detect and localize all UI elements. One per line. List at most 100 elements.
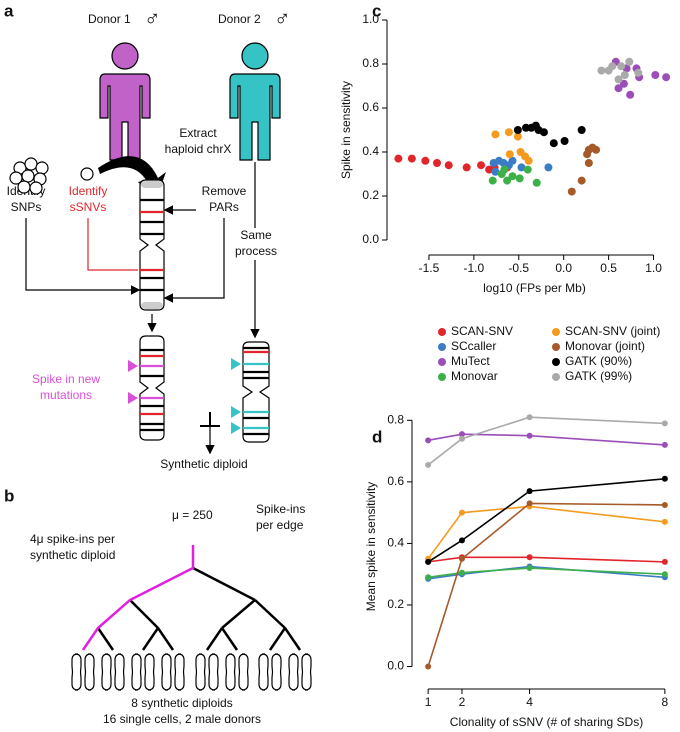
panel-label: b — [4, 486, 14, 505]
step-label: SNPs — [11, 200, 42, 214]
leaf-chromosomes — [71, 653, 312, 691]
point — [661, 571, 668, 578]
legend-label: GATK (99%) — [565, 369, 632, 383]
chromosomes — [128, 179, 270, 443]
tree-label: μ = 250 — [172, 508, 213, 522]
point — [526, 488, 533, 495]
x-tick-label: 0.5 — [600, 261, 617, 275]
chromosome — [101, 653, 112, 691]
step-label: PARs — [209, 200, 239, 214]
point — [526, 500, 533, 507]
point — [504, 128, 513, 137]
point — [651, 71, 660, 79]
chromosome — [288, 653, 299, 691]
point — [531, 121, 540, 130]
x-tick-label: 0.0 — [555, 261, 572, 275]
donor-label: Donor 2 — [218, 12, 261, 26]
point — [433, 159, 442, 167]
chromosome — [144, 653, 155, 691]
point — [513, 132, 522, 141]
line — [427, 477, 665, 563]
y-tick-label: 0.2 — [387, 597, 404, 611]
point — [503, 176, 512, 185]
point — [583, 150, 592, 159]
donor-label: Donor 1 — [88, 12, 131, 26]
step-label: Same — [240, 228, 272, 242]
legend-marker — [438, 343, 446, 351]
x-tick-label: -1.0 — [464, 261, 485, 275]
legend-marker — [552, 358, 560, 366]
point — [662, 73, 671, 82]
legend-marker — [438, 358, 446, 366]
tree-label: per edge — [256, 518, 304, 532]
point — [425, 663, 432, 670]
step-label: Extract — [179, 126, 217, 140]
tree-label: Spike-ins — [256, 502, 305, 516]
point — [444, 161, 453, 170]
y-tick-label: 0.6 — [387, 474, 404, 488]
legend-marker — [438, 328, 446, 336]
point — [614, 84, 623, 93]
x-tick-label: 8 — [662, 695, 669, 709]
legend-label: SCAN-SNV — [451, 324, 513, 338]
point — [500, 165, 509, 174]
chromosome — [84, 653, 95, 691]
donor-icon — [229, 42, 281, 161]
line — [428, 433, 665, 446]
step-label: Spike in new — [32, 372, 100, 386]
y-tick-label: 0.4 — [362, 144, 379, 158]
point — [560, 137, 569, 145]
line — [427, 505, 665, 560]
point — [458, 509, 465, 516]
point — [526, 414, 533, 421]
point — [505, 150, 514, 159]
x-tick-label: 4 — [526, 695, 533, 709]
spike-marker — [231, 358, 241, 370]
point — [523, 165, 532, 174]
x-tick-label: 1.0 — [645, 261, 662, 275]
chromosome — [225, 653, 236, 691]
spike-marker — [231, 422, 241, 434]
legend-label: MuTect — [451, 354, 490, 368]
y-axis-title: Spike in sensitivity — [339, 81, 353, 179]
tree-caption: 8 synthetic diploids — [131, 696, 232, 710]
point — [458, 435, 465, 442]
point — [634, 68, 643, 77]
point — [477, 161, 486, 170]
tree — [81, 545, 302, 651]
point — [608, 62, 617, 71]
y-tick-label: 1.0 — [362, 12, 379, 26]
point — [458, 555, 465, 562]
point — [620, 71, 629, 79]
legend-label: GATK (90%) — [565, 354, 632, 368]
point — [407, 154, 416, 163]
line — [427, 502, 665, 667]
point — [614, 75, 623, 84]
connector — [87, 218, 138, 271]
legend-label: Monovar (joint) — [565, 339, 645, 353]
point — [517, 163, 526, 172]
step-label: haploid chrX — [165, 142, 232, 156]
line — [427, 416, 665, 466]
connector — [25, 162, 260, 455]
chromosome — [174, 653, 185, 691]
y-tick-label: 0.4 — [387, 536, 404, 550]
point — [577, 176, 586, 185]
point — [526, 432, 533, 439]
point — [592, 145, 601, 154]
male-symbol: ♂ — [144, 6, 161, 31]
x-tick-label: -1.5 — [419, 261, 440, 275]
panel-label: c — [372, 1, 381, 20]
point — [521, 152, 530, 161]
x-tick-label: 2 — [459, 695, 466, 709]
chromosome — [114, 653, 125, 691]
chromosome — [238, 653, 249, 691]
step-label: sSNVs — [70, 200, 107, 214]
point — [513, 126, 522, 134]
panel-label: a — [4, 1, 14, 20]
point — [584, 159, 593, 167]
tree-caption: 16 single cells, 2 male donors — [103, 712, 261, 726]
step-label: Synthetic diploid — [160, 457, 247, 471]
point — [515, 174, 524, 183]
